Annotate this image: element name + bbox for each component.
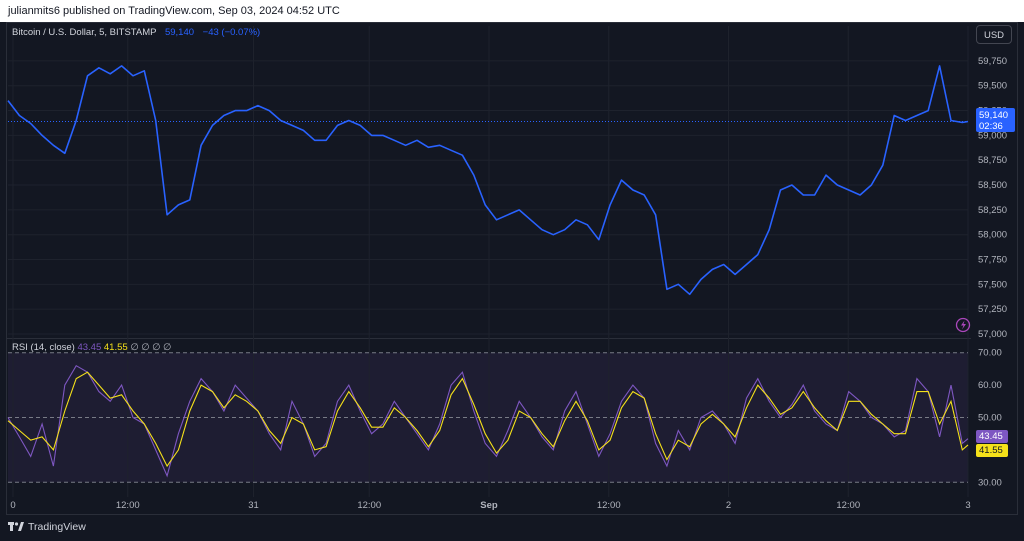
- y-tick-label: 57,500: [978, 279, 1007, 290]
- x-axis: 0 12:00 31 12:00 Sep 12:00 2 12:00 3: [10, 500, 970, 511]
- y-axis: 59,75059,50059,25059,00058,75058,50058,2…: [978, 56, 1007, 340]
- grid: [8, 26, 969, 497]
- rsi-badge: 43.45: [976, 430, 1008, 443]
- y-tick-label: 57,750: [978, 255, 1007, 266]
- symbol-legend[interactable]: Bitcoin / U.S. Dollar, 5, BITSTAMP 59,14…: [12, 27, 260, 38]
- rsi-ma-value: 41.55: [103, 342, 128, 353]
- y-tick-label: 58,000: [978, 230, 1007, 241]
- price-badge: 59,140 02:36: [976, 108, 1015, 132]
- rsi-extras: ∅ ∅ ∅ ∅: [130, 342, 172, 353]
- rsi-y-tick-label: 60.00: [978, 380, 1002, 391]
- rsi-name: RSI (14, close): [12, 342, 75, 353]
- chart-frame: [6, 22, 1018, 515]
- rsi-line: [7, 364, 969, 478]
- published-text: julianmits6 published on TradingView.com…: [8, 5, 340, 17]
- rsi-guides: [8, 352, 968, 483]
- x-tick-label: 12:00: [116, 500, 140, 511]
- rsi-ma-line: [7, 371, 969, 468]
- y-tick-label: 58,250: [978, 205, 1007, 216]
- y-tick-label: 57,000: [978, 329, 1007, 340]
- x-tick-label: 12:00: [597, 500, 621, 511]
- published-header: julianmits6 published on TradingView.com…: [0, 0, 1024, 22]
- tradingview-logo-icon: [8, 522, 24, 531]
- price-line: [7, 65, 969, 296]
- rsi-y-tick-label: 50.00: [978, 413, 1002, 424]
- x-tick-label: 2: [726, 500, 731, 511]
- price-change: −43 (−0.07%): [202, 27, 261, 38]
- x-tick-label: Sep: [480, 500, 498, 511]
- x-tick-label: 12:00: [836, 500, 860, 511]
- y-tick-label: 59,750: [978, 56, 1007, 67]
- x-tick-label: 3: [965, 500, 970, 511]
- x-tick-label: 0: [10, 500, 15, 511]
- x-tick-label: 12:00: [357, 500, 381, 511]
- y-tick-label: 58,500: [978, 180, 1007, 191]
- price-badge-countdown: 02:36: [979, 121, 1003, 132]
- last-price: 59,140: [164, 27, 195, 38]
- brand-name: TradingView: [28, 521, 86, 533]
- tradingview-logo[interactable]: TradingView: [8, 521, 86, 533]
- rsi-ma-badge: 41.55: [976, 444, 1008, 457]
- alert-icon[interactable]: [955, 317, 971, 333]
- currency-button[interactable]: USD: [976, 25, 1012, 44]
- rsi-legend[interactable]: RSI (14, close) 43.45 41.55 ∅ ∅ ∅ ∅: [12, 342, 171, 353]
- y-tick-label: 59,500: [978, 81, 1007, 92]
- y-tick-label: 57,250: [978, 304, 1007, 315]
- price-badge-value: 59,140: [979, 110, 1009, 121]
- y-tick-label: 59,000: [978, 130, 1007, 141]
- symbol-name: Bitcoin / U.S. Dollar, 5, BITSTAMP: [12, 27, 157, 38]
- rsi-value: 43.45: [77, 342, 102, 353]
- y-tick-label: 58,750: [978, 155, 1007, 166]
- rsi-y-tick-label: 30.00: [978, 477, 1002, 488]
- rsi-y-tick-label: 70.00: [978, 348, 1002, 359]
- x-tick-label: 31: [248, 500, 259, 511]
- footer: [0, 515, 1024, 541]
